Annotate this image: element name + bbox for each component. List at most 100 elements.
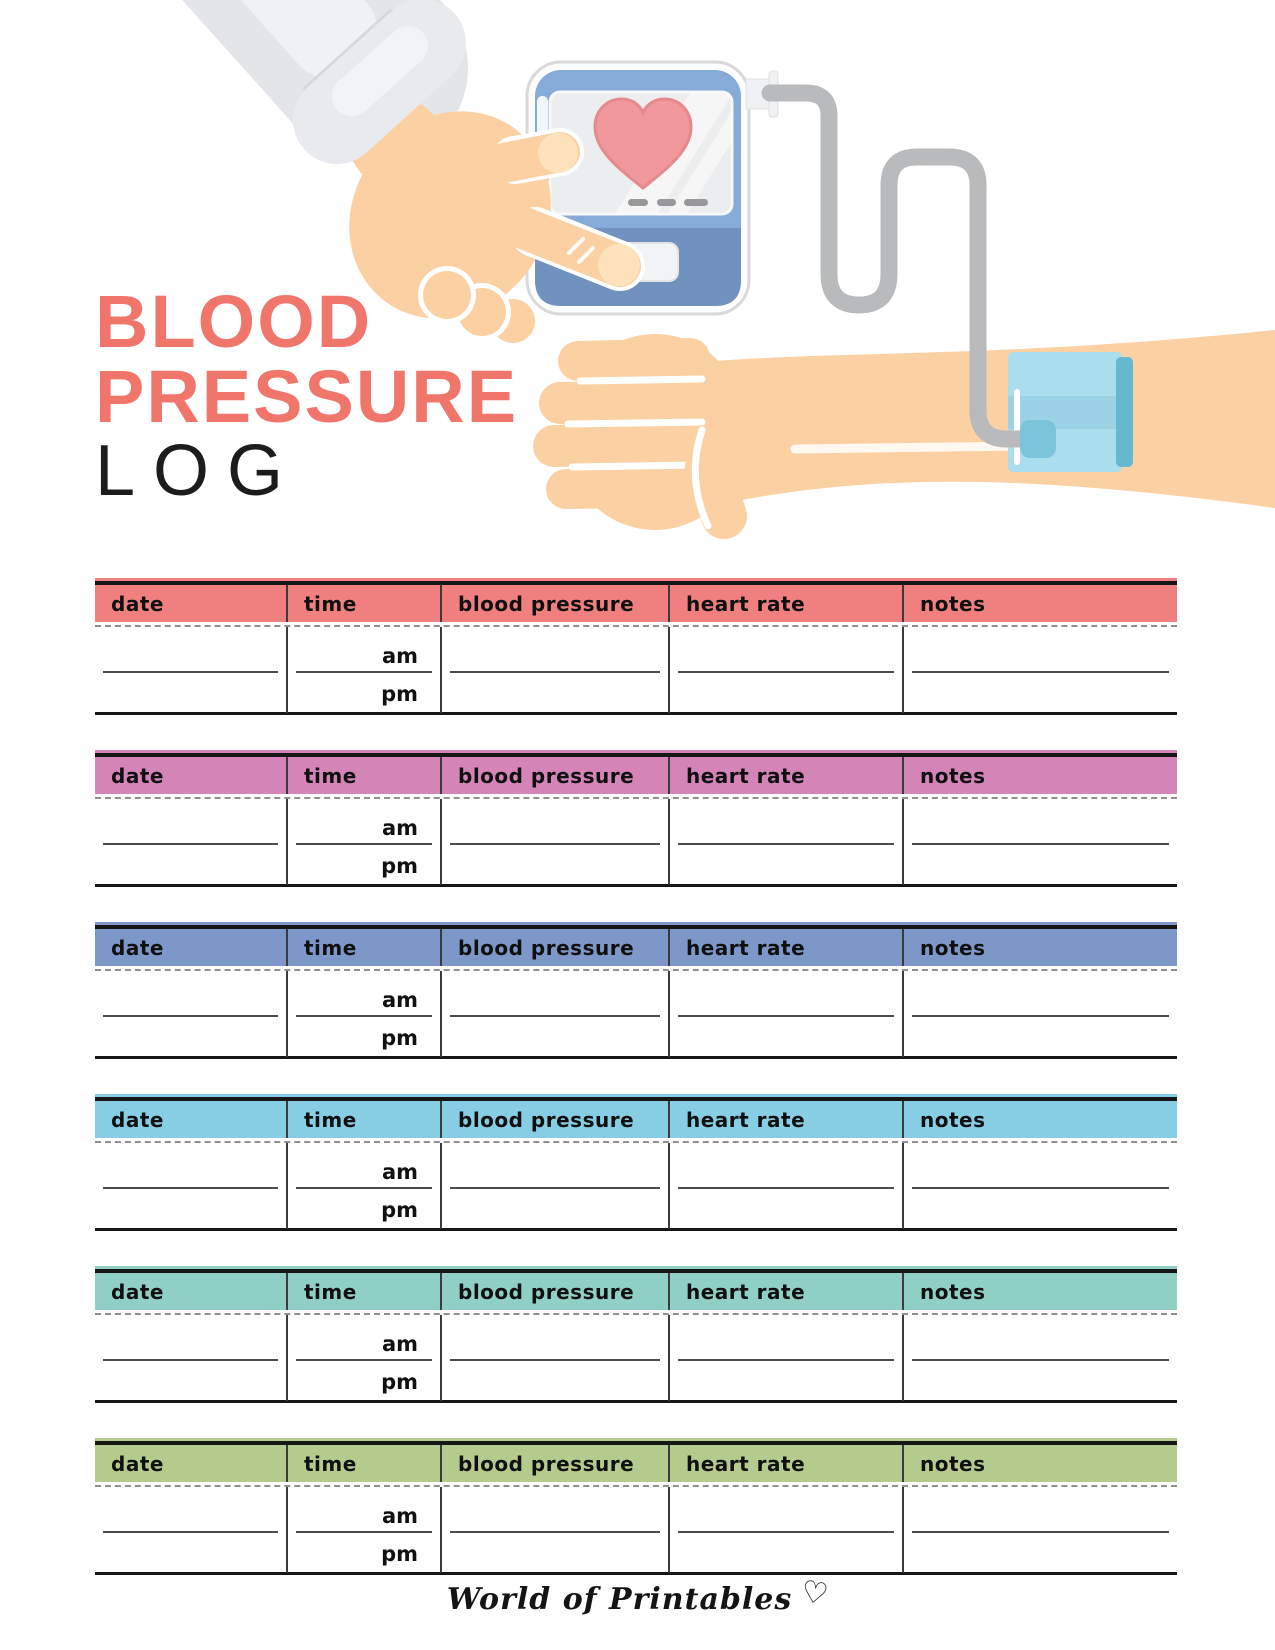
writing-line <box>296 1359 432 1361</box>
entry-cell-notes-pm <box>904 1189 1177 1229</box>
writing-line <box>912 671 1169 673</box>
entry-cell-heart-rate-pm <box>670 1017 904 1057</box>
doctor-sleeve <box>182 0 468 164</box>
writing-line <box>103 1531 278 1533</box>
entry-cell-blood-pressure-pm <box>442 673 670 713</box>
column-header-time: time <box>288 1273 442 1310</box>
pm-label: pm <box>381 682 418 706</box>
column-header-blood-pressure: blood pressure <box>442 585 670 622</box>
perforation-line <box>95 1310 1177 1315</box>
column-header-date: date <box>95 1445 288 1482</box>
bp-log-table-1: date time blood pressure heart rate note… <box>95 578 1177 715</box>
entry-cell-time-am: am <box>288 971 442 1017</box>
footer-brand: World of Printables ♡ <box>0 1574 1275 1617</box>
entry-cell-blood-pressure-am <box>442 1487 670 1533</box>
writing-line <box>678 1015 894 1017</box>
column-header-heart-rate: heart rate <box>670 1445 904 1482</box>
sleeve-cuff <box>293 0 466 164</box>
writing-line <box>103 1015 278 1017</box>
screen-dashes <box>628 199 708 206</box>
writing-line <box>103 1359 278 1361</box>
entry-cell-notes-am <box>904 971 1177 1017</box>
writing-line <box>912 1187 1169 1189</box>
am-row: am <box>95 627 1177 673</box>
table-header-row: date time blood pressure heart rate note… <box>95 1094 1177 1138</box>
entry-cell-date-pm <box>95 673 288 713</box>
brand-text: World of Printables <box>446 1582 793 1617</box>
column-header-blood-pressure: blood pressure <box>442 929 670 966</box>
column-header-time: time <box>288 1445 442 1482</box>
entry-cell-time-am: am <box>288 1143 442 1189</box>
title-line-log: LOG <box>95 431 302 511</box>
heart-outline-icon: ♡ <box>798 1573 833 1614</box>
column-header-time: time <box>288 1101 442 1138</box>
entry-cell-blood-pressure-am <box>442 1315 670 1361</box>
table-top-border <box>95 1441 1177 1445</box>
entry-cell-time-pm: pm <box>288 1361 442 1401</box>
writing-line <box>296 1015 432 1017</box>
entry-cell-notes-pm <box>904 845 1177 885</box>
column-header-date: date <box>95 1101 288 1138</box>
writing-line <box>450 843 660 845</box>
entry-cell-date-am <box>95 1487 288 1533</box>
entry-cell-time-am: am <box>288 1487 442 1533</box>
column-header-notes: notes <box>920 1451 986 1476</box>
column-header-time: time <box>288 757 442 794</box>
column-header-date: date <box>95 585 288 622</box>
pm-label: pm <box>381 1026 418 1050</box>
column-header-time: time <box>288 929 442 966</box>
entry-cell-heart-rate-am <box>670 1487 904 1533</box>
column-header-notes: notes <box>920 1279 986 1304</box>
column-header-notes: notes <box>920 935 986 960</box>
am-label: am <box>381 1504 418 1528</box>
pointing-hand <box>349 96 645 348</box>
entry-cell-heart-rate-pm <box>670 673 904 713</box>
column-header-blood-pressure: blood pressure <box>442 1445 670 1482</box>
bp-log-table-5: date time blood pressure heart rate note… <box>95 1266 1177 1403</box>
pm-row: pm <box>95 1017 1177 1057</box>
entry-cell-time-pm: pm <box>288 673 442 713</box>
entry-cell-date-pm <box>95 1361 288 1401</box>
am-label: am <box>381 988 418 1012</box>
patient-arm <box>533 330 1275 539</box>
column-header-notes: notes <box>920 1107 986 1132</box>
column-header-heart-rate: heart rate <box>670 585 904 622</box>
title-line-blood: BLOOD <box>95 280 373 363</box>
column-header-heart-rate: heart rate <box>670 1273 904 1310</box>
column-header-heart-rate: heart rate <box>670 1101 904 1138</box>
bp-log-table-2: date time blood pressure heart rate note… <box>95 750 1177 887</box>
writing-line <box>912 1531 1169 1533</box>
entry-cell-time-pm: pm <box>288 1189 442 1229</box>
pm-row: pm <box>95 845 1177 885</box>
entry-cell-date-am <box>95 1315 288 1361</box>
entry-cell-blood-pressure-pm <box>442 845 670 885</box>
entry-cell-blood-pressure-pm <box>442 1533 670 1573</box>
writing-line <box>450 1187 660 1189</box>
entry-cell-heart-rate-am <box>670 1315 904 1361</box>
writing-line <box>450 1015 660 1017</box>
pm-label: pm <box>381 854 418 878</box>
entry-cell-date-pm <box>95 845 288 885</box>
cuff-connector <box>1020 420 1056 458</box>
entry-cell-date-am <box>95 799 288 845</box>
entry-cell-date-pm <box>95 1533 288 1573</box>
am-label: am <box>381 1332 418 1356</box>
pm-row: pm <box>95 1189 1177 1229</box>
entry-cell-notes-pm <box>904 1017 1177 1057</box>
writing-line <box>103 671 278 673</box>
writing-line <box>450 671 660 673</box>
writing-line <box>678 1359 894 1361</box>
entry-cell-notes-pm <box>904 673 1177 713</box>
entry-cell-date-pm <box>95 1017 288 1057</box>
column-header-blood-pressure: blood pressure <box>442 1101 670 1138</box>
bp-log-table-3: date time blood pressure heart rate note… <box>95 922 1177 1059</box>
writing-line <box>103 1187 278 1189</box>
column-header-time: time <box>288 585 442 622</box>
writing-line <box>678 843 894 845</box>
perforation-line <box>95 794 1177 799</box>
air-tube <box>761 84 1033 448</box>
table-top-border <box>95 1097 1177 1101</box>
entry-cell-notes-am <box>904 627 1177 673</box>
index-finger <box>467 193 641 287</box>
